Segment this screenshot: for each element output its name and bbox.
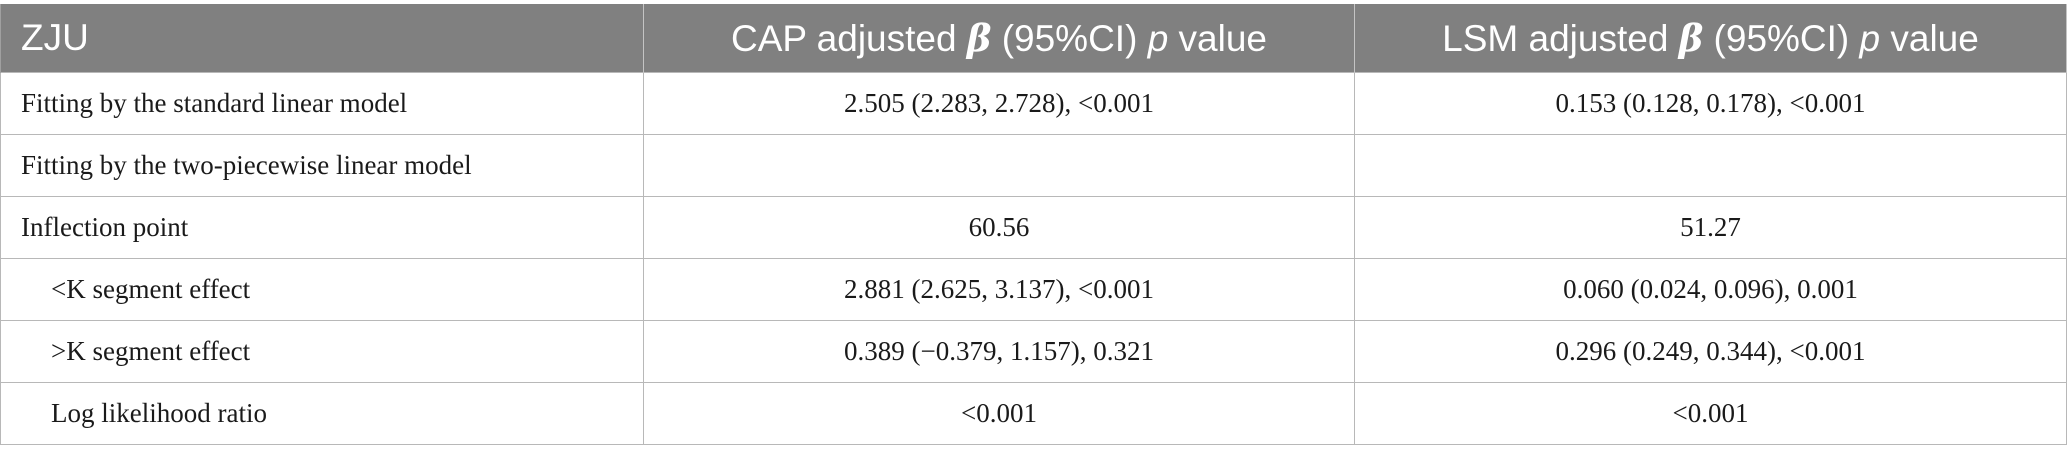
cap-value: 0.389 (−0.379, 1.157), 0.321 (643, 320, 1355, 383)
header-lsm: LSM adjusted β (95%CI) p value (1354, 4, 2067, 73)
header-cap-middle: (95%CI) (991, 18, 1148, 59)
header-cohort: ZJU (0, 4, 644, 73)
cap-value: 60.56 (643, 196, 1355, 259)
row-label: Inflection point (0, 196, 644, 259)
table-header: ZJU CAP adjusted β (95%CI) p value LSM a… (0, 4, 2067, 73)
header-cap: CAP adjusted β (95%CI) p value (643, 4, 1355, 73)
table-row: <K segment effect 2.881 (2.625, 3.137), … (0, 258, 2067, 321)
cap-value: 2.881 (2.625, 3.137), <0.001 (643, 258, 1355, 321)
table-body: Fitting by the standard linear model 2.5… (0, 72, 2067, 445)
table-row: >K segment effect 0.389 (−0.379, 1.157),… (0, 320, 2067, 383)
lsm-value: 0.153 (0.128, 0.178), <0.001 (1354, 72, 2067, 135)
row-label: >K segment effect (0, 320, 644, 383)
row-label: Fitting by the two-piecewise linear mode… (0, 134, 644, 197)
table-row: Fitting by the two-piecewise linear mode… (0, 134, 2067, 197)
header-cohort-label: ZJU (21, 17, 89, 58)
header-lsm-p: p (1859, 18, 1881, 59)
cap-value (643, 134, 1355, 197)
results-table: ZJU CAP adjusted β (95%CI) p value LSM a… (0, 4, 2067, 445)
lsm-value: <0.001 (1354, 382, 2067, 445)
header-cap-beta: β (966, 16, 992, 60)
header-cap-suffix: value (1168, 18, 1267, 59)
header-cap-p: p (1147, 18, 1169, 59)
header-row: ZJU CAP adjusted β (95%CI) p value LSM a… (0, 4, 2067, 73)
lsm-value: 0.296 (0.249, 0.344), <0.001 (1354, 320, 2067, 383)
lsm-value: 51.27 (1354, 196, 2067, 259)
header-lsm-middle: (95%CI) (1703, 18, 1860, 59)
table-row: Fitting by the standard linear model 2.5… (0, 72, 2067, 135)
table-row: Log likelihood ratio <0.001 <0.001 (0, 382, 2067, 445)
header-lsm-suffix: value (1880, 18, 1979, 59)
results-table-container: ZJU CAP adjusted β (95%CI) p value LSM a… (0, 4, 2067, 445)
row-label: <K segment effect (0, 258, 644, 321)
lsm-value: 0.060 (0.024, 0.096), 0.001 (1354, 258, 2067, 321)
header-cap-prefix: CAP adjusted (730, 18, 967, 59)
cap-value: 2.505 (2.283, 2.728), <0.001 (643, 72, 1355, 135)
lsm-value (1354, 134, 2067, 197)
row-label: Fitting by the standard linear model (0, 72, 644, 135)
header-lsm-beta: β (1678, 16, 1704, 60)
header-lsm-prefix: LSM adjusted (1442, 18, 1679, 59)
table-row: Inflection point 60.56 51.27 (0, 196, 2067, 259)
cap-value: <0.001 (643, 382, 1355, 445)
row-label: Log likelihood ratio (0, 382, 644, 445)
